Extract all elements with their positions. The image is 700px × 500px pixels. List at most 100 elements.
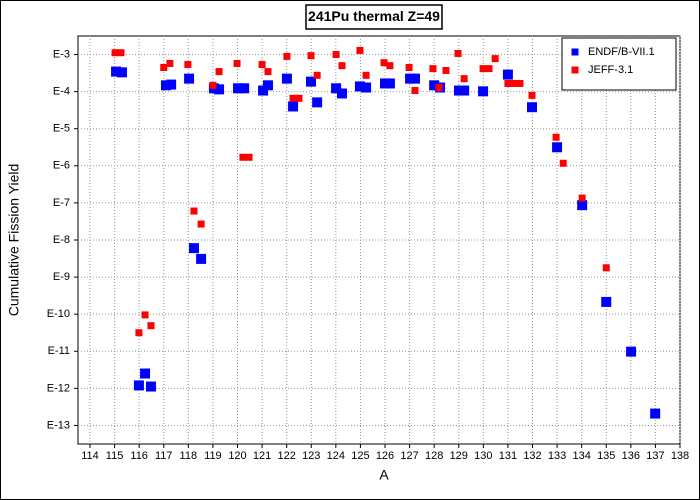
marker xyxy=(283,52,291,60)
marker xyxy=(332,51,340,59)
marker xyxy=(626,346,637,357)
marker xyxy=(313,71,321,79)
x-tick-label: 125 xyxy=(351,450,369,462)
marker xyxy=(141,311,149,319)
marker xyxy=(233,59,241,67)
marker xyxy=(190,207,198,215)
y-tick-label: E-7 xyxy=(53,197,70,209)
marker xyxy=(281,73,292,84)
marker xyxy=(184,61,192,69)
marker xyxy=(602,264,610,272)
y-tick-label: E-3 xyxy=(53,48,70,60)
marker xyxy=(453,85,464,96)
title-box xyxy=(305,4,443,30)
marker xyxy=(331,83,342,94)
marker xyxy=(166,59,174,67)
marker xyxy=(306,76,317,87)
marker xyxy=(650,408,661,419)
series xyxy=(111,46,610,337)
x-axis-label: A xyxy=(379,467,389,483)
legend-label: ENDF/B-VII.1 xyxy=(588,46,655,58)
marker xyxy=(485,65,493,73)
marker xyxy=(312,97,323,108)
marker xyxy=(409,73,420,84)
legend-box xyxy=(561,37,677,91)
x-tick-label: 132 xyxy=(523,450,541,462)
marker xyxy=(361,82,372,93)
marker xyxy=(442,66,450,74)
x-tick-label: 138 xyxy=(671,450,689,462)
marker xyxy=(479,65,487,73)
marker xyxy=(166,79,177,90)
y-tick-label: E-11 xyxy=(48,345,70,357)
marker xyxy=(510,79,518,87)
marker xyxy=(258,85,269,96)
marker xyxy=(258,61,266,69)
marker xyxy=(239,83,250,94)
marker xyxy=(245,153,253,161)
marker xyxy=(160,80,171,91)
x-tick-label: 123 xyxy=(302,450,320,462)
marker xyxy=(307,52,315,60)
marker xyxy=(405,64,413,72)
marker xyxy=(289,94,297,102)
x-tick-label: 121 xyxy=(253,450,271,462)
marker xyxy=(160,64,168,72)
marker xyxy=(295,94,303,102)
x-tick-label: 119 xyxy=(204,450,222,462)
marker xyxy=(411,87,419,95)
marker xyxy=(454,49,462,57)
x-tick-label: 130 xyxy=(474,450,492,462)
x-tick-label: 131 xyxy=(499,450,517,462)
marker xyxy=(184,73,195,84)
x-tick-label: 117 xyxy=(155,450,173,462)
x-tick-label: 126 xyxy=(376,450,394,462)
marker xyxy=(491,55,499,63)
x-tick-label: 122 xyxy=(277,450,295,462)
marker xyxy=(384,78,395,89)
marker xyxy=(214,84,225,95)
marker xyxy=(215,68,223,76)
marker xyxy=(362,71,370,79)
marker xyxy=(478,86,489,97)
y-tick-label: E-8 xyxy=(53,234,70,246)
x-tick-label: 129 xyxy=(450,450,468,462)
y-tick-label: E-12 xyxy=(47,382,70,394)
marker xyxy=(133,380,144,391)
x-tick-label: 134 xyxy=(572,450,590,462)
legend-marker xyxy=(571,48,579,56)
x-tick-label: 127 xyxy=(400,450,418,462)
x-tick-label: 137 xyxy=(646,450,664,462)
marker xyxy=(336,88,347,99)
x-tick-label: 118 xyxy=(180,450,198,462)
marker xyxy=(552,142,563,153)
x-tick-label: 115 xyxy=(106,450,124,462)
legend-label: JEFF-3.1 xyxy=(588,64,633,76)
marker xyxy=(356,46,364,54)
marker xyxy=(338,62,346,70)
marker xyxy=(502,69,513,80)
marker xyxy=(577,200,588,211)
marker xyxy=(145,381,156,392)
marker xyxy=(197,220,205,228)
x-tick-label: 116 xyxy=(130,450,148,462)
marker xyxy=(135,329,143,337)
marker xyxy=(196,253,207,264)
legend-marker xyxy=(571,66,579,74)
x-tick-label: 136 xyxy=(622,450,640,462)
y-tick-label: E-4 xyxy=(53,86,70,98)
y-tick-label: E-9 xyxy=(53,271,70,283)
x-tick-label: 135 xyxy=(597,450,615,462)
marker xyxy=(147,322,155,330)
marker xyxy=(601,296,612,307)
marker xyxy=(380,59,388,67)
marker xyxy=(528,91,536,99)
marker xyxy=(117,49,125,57)
marker xyxy=(504,79,512,87)
marker xyxy=(140,368,151,379)
marker xyxy=(460,75,468,83)
marker xyxy=(111,66,122,77)
x-tick-label: 114 xyxy=(81,450,99,462)
y-tick-label: E-5 xyxy=(53,123,70,135)
